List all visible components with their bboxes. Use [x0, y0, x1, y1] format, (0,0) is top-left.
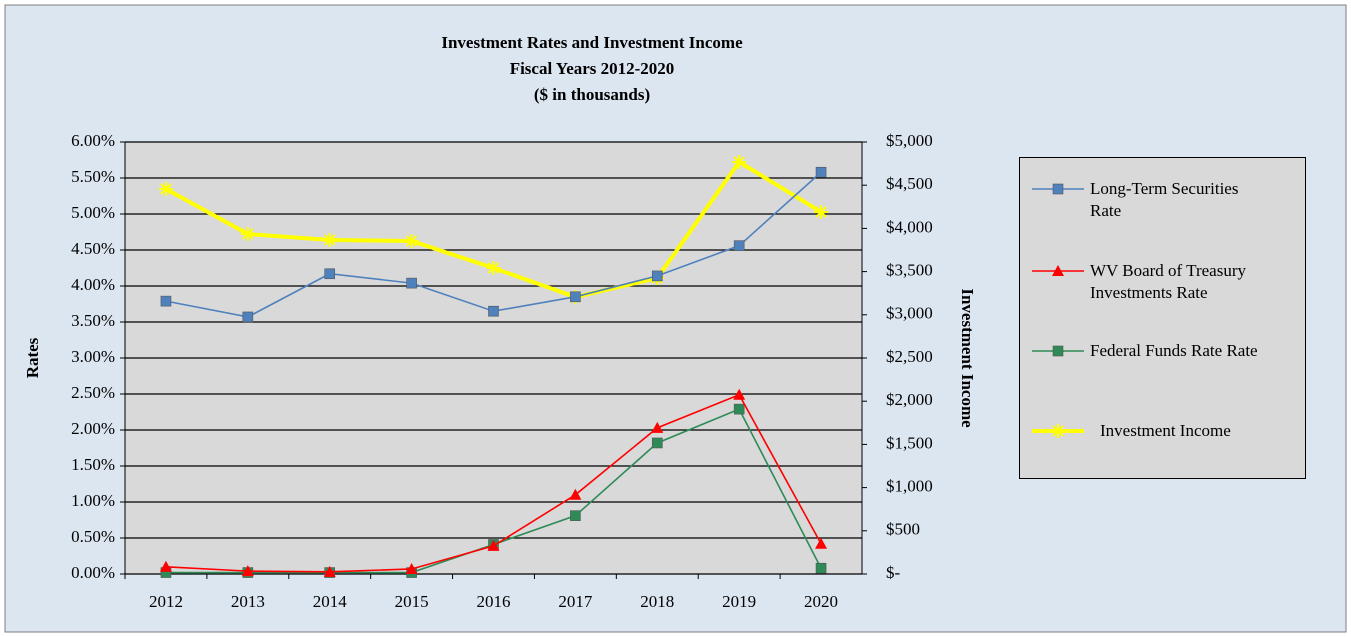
legend-item: WV Board of Treasury Investments Rate — [1030, 260, 1300, 304]
marker — [405, 562, 418, 574]
legend-label: WV Board of Treasury Investments Rate — [1090, 261, 1246, 302]
marker — [486, 260, 501, 275]
x-tick-label: 2017 — [558, 592, 593, 611]
marker — [651, 437, 663, 449]
x-tick-label: 2015 — [395, 592, 429, 611]
y-axis-label: Rates — [23, 337, 42, 378]
marker — [1052, 345, 1064, 357]
chart-subtitle: Fiscal Years 2012-2020 — [510, 59, 675, 78]
marker — [732, 154, 747, 169]
marker — [815, 562, 827, 574]
marker — [241, 565, 254, 577]
chart-title: Investment Rates and Investment Income — [441, 33, 743, 52]
y2-tick-label: $5,000 — [886, 131, 933, 150]
y-tick-label: 4.50% — [71, 239, 115, 258]
marker — [1051, 424, 1065, 438]
y2-tick-label: $2,000 — [886, 390, 933, 409]
y-tick-label: 3.50% — [71, 311, 115, 330]
marker — [159, 560, 172, 572]
y2-axis-label: Investment Income — [958, 288, 977, 428]
marker — [488, 305, 499, 317]
marker — [323, 565, 336, 577]
y-tick-label: 5.50% — [71, 167, 115, 186]
legend-label: Federal Funds Rate Rate — [1090, 341, 1258, 360]
marker — [322, 232, 337, 247]
x-tick-label: 2020 — [804, 592, 838, 611]
y-tick-label: 2.00% — [71, 419, 115, 438]
y-tick-label: 4.00% — [71, 275, 115, 294]
marker — [815, 537, 828, 549]
y-tick-label: 0.50% — [71, 527, 115, 546]
marker — [160, 295, 172, 307]
marker — [651, 421, 664, 433]
y-tick-label: 5.00% — [71, 203, 115, 222]
marker — [242, 311, 254, 323]
y2-tick-label: $3,000 — [886, 304, 933, 323]
x-tick-label: 2012 — [149, 592, 183, 611]
marker — [814, 204, 829, 219]
y2-tick-label: $1,500 — [886, 433, 933, 452]
y-tick-label: 3.00% — [71, 347, 115, 366]
y-tick-label: 1.00% — [71, 491, 115, 510]
marker — [569, 488, 582, 500]
x-tick-label: 2014 — [313, 592, 348, 611]
marker — [733, 388, 746, 400]
marker — [733, 240, 745, 251]
marker — [733, 403, 745, 415]
marker — [404, 234, 419, 249]
legend-item: Investment Income — [1030, 420, 1300, 442]
y2-tick-label: $2,500 — [886, 347, 933, 366]
legend-item: Long-Term Securities Rate — [1030, 178, 1300, 222]
legend: Long-Term Securities Rate WV Board of Tre… — [1019, 157, 1306, 479]
y-tick-label: 1.50% — [71, 455, 115, 474]
x-tick-label: 2019 — [722, 592, 756, 611]
y2-tick-label: $- — [886, 563, 901, 582]
marker — [651, 270, 663, 282]
marker — [570, 510, 581, 521]
legend-swatch — [1032, 183, 1084, 195]
x-tick-label: 2018 — [640, 592, 674, 611]
marker — [158, 182, 173, 197]
y2-tick-label: $1,000 — [886, 477, 933, 496]
legend-swatch — [1032, 345, 1084, 357]
marker — [324, 268, 336, 280]
y2-tick-label: $500 — [886, 520, 920, 539]
marker — [1052, 265, 1064, 276]
legend-label: Investment Income — [1100, 421, 1231, 440]
marker — [240, 227, 255, 242]
chart-subtitle: ($ in thousands) — [534, 85, 650, 104]
marker — [570, 291, 581, 303]
legend-item: Federal Funds Rate Rate — [1030, 340, 1300, 362]
y2-tick-label: $3,500 — [886, 261, 933, 280]
y-tick-label: 6.00% — [71, 131, 115, 150]
legend-label: Long-Term Securities Rate — [1090, 179, 1239, 220]
marker — [815, 166, 827, 178]
legend-swatch — [1032, 424, 1084, 438]
y2-tick-label: $4,000 — [886, 217, 933, 236]
y-tick-label: 2.50% — [71, 383, 115, 402]
legend-swatch — [1032, 265, 1084, 276]
marker — [487, 539, 500, 551]
y-tick-label: 0.00% — [71, 563, 115, 582]
y2-tick-label: $4,500 — [886, 174, 933, 193]
marker — [1052, 183, 1064, 195]
marker — [406, 277, 417, 289]
x-tick-label: 2013 — [231, 592, 265, 611]
x-tick-label: 2016 — [477, 592, 511, 611]
